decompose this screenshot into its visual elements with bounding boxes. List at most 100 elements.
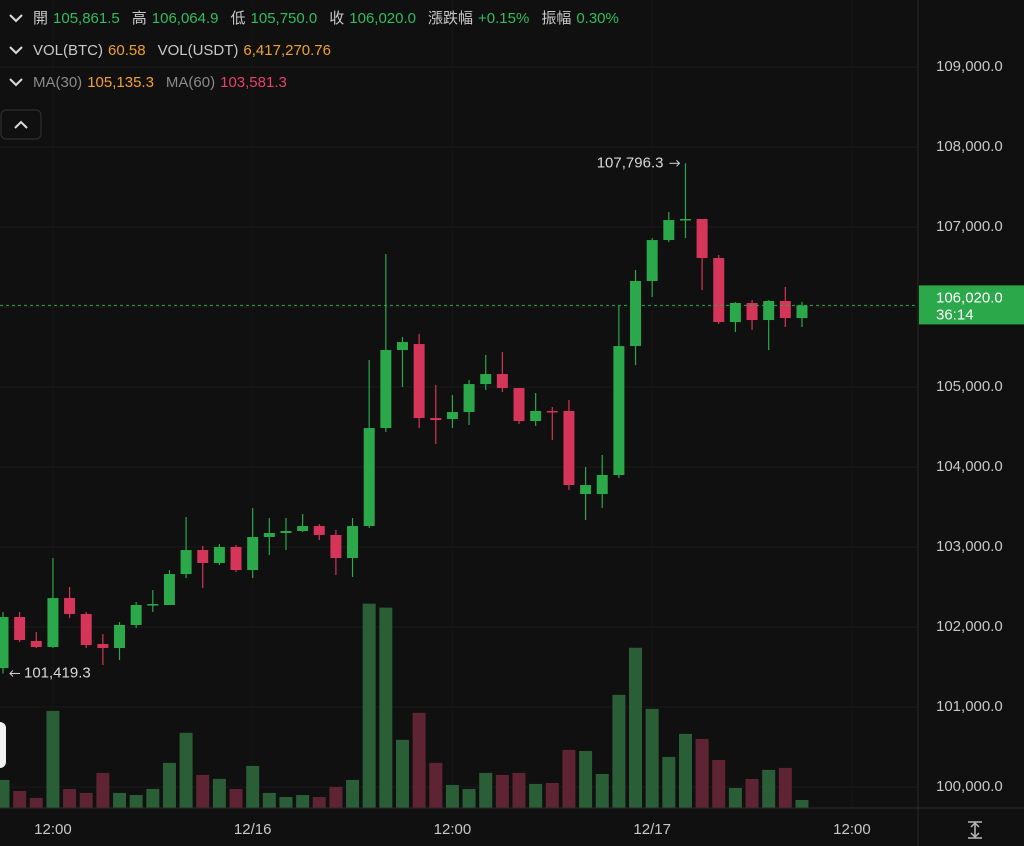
candle-body xyxy=(513,388,525,421)
candle-body xyxy=(746,303,758,321)
legend-value: 106,020.0 xyxy=(349,10,416,27)
volume-bar xyxy=(645,708,659,808)
volume-bar xyxy=(762,769,776,808)
y-tick-label: 104,000.0 xyxy=(936,458,1003,475)
candle-body xyxy=(313,526,325,535)
legend-label: 振幅 xyxy=(541,10,572,27)
legend-item: VOL(USDT) 6,417,270.76 xyxy=(158,41,331,61)
legend-value: 0.30% xyxy=(576,10,619,27)
legend-item: 高 106,064.9 xyxy=(132,9,219,29)
candle-body xyxy=(280,531,292,533)
volume-bar xyxy=(612,694,626,808)
chevron[interactable] xyxy=(9,78,23,87)
legend-row: 開 105,861.5 高 106,064.9 低 105,750.0 收 106,020.0… xyxy=(33,9,631,29)
volume-bar xyxy=(129,795,143,808)
candle-body xyxy=(430,418,442,421)
candle-body xyxy=(413,344,425,419)
candle-body xyxy=(796,305,808,319)
x-tick-label: 12/17 xyxy=(633,821,671,838)
side-handle[interactable] xyxy=(0,722,6,768)
candle-body xyxy=(330,535,342,559)
candle-body xyxy=(663,220,675,241)
y-tick-label: 100,000.0 xyxy=(936,778,1003,795)
candle-body xyxy=(80,614,92,645)
candle-body xyxy=(630,281,642,347)
x-tick-label: 12/16 xyxy=(234,821,272,838)
candle-body xyxy=(163,574,175,605)
volume-bar xyxy=(629,647,643,808)
volume-bar xyxy=(495,774,509,808)
x-tick-label: 12:00 xyxy=(833,821,871,838)
volume-bar xyxy=(579,750,593,808)
candle-body xyxy=(596,475,608,495)
candle-body xyxy=(180,550,192,575)
candle-body xyxy=(147,604,159,606)
volume-bar xyxy=(695,738,709,808)
volume-bar xyxy=(429,762,443,808)
volume-bar xyxy=(246,765,260,808)
legend-value: +0.15% xyxy=(478,10,530,27)
high-label: 107,796.3 xyxy=(597,154,664,171)
scale-toggle[interactable] xyxy=(968,821,982,839)
candle-body xyxy=(546,411,558,413)
candle-body xyxy=(230,547,242,571)
legend-item: 收 106,020.0 xyxy=(329,9,416,29)
volume-bar xyxy=(146,788,160,808)
candle-body xyxy=(446,412,458,419)
legend-value: 106,064.9 xyxy=(151,10,219,27)
legend-label: 開 xyxy=(33,10,49,27)
legend-item: 振幅 0.30% xyxy=(541,9,619,29)
candle-body xyxy=(347,526,359,559)
candle-body xyxy=(763,301,775,321)
volume-bar xyxy=(412,712,426,808)
candle-body xyxy=(0,617,9,669)
volume-bar xyxy=(13,790,27,808)
volume-bar xyxy=(179,732,193,808)
candle-body xyxy=(114,625,126,649)
x-tick-label: 12:00 xyxy=(434,821,472,838)
volume-bar xyxy=(595,773,609,808)
candle-body xyxy=(646,240,658,281)
candle-body xyxy=(613,346,625,475)
candle-body xyxy=(213,547,225,563)
volume-bar xyxy=(346,779,360,808)
legend-label: MA(30) xyxy=(33,74,83,91)
volume-bar xyxy=(728,788,742,808)
volume-bar xyxy=(562,749,576,808)
legend-item: MA(60) 103,581.3 xyxy=(166,73,287,93)
legend-value: 103,581.3 xyxy=(220,74,287,91)
candle-body xyxy=(30,641,42,647)
volume-bar xyxy=(479,772,493,808)
candle-body xyxy=(14,617,26,641)
volume-bar xyxy=(745,778,759,808)
collapse-button[interactable] xyxy=(0,109,42,140)
volume-bar xyxy=(79,792,93,808)
chevron[interactable] xyxy=(9,14,23,23)
volume-bar xyxy=(662,756,676,808)
legend-item: 開 105,861.5 xyxy=(33,9,120,29)
volume-bar xyxy=(329,786,343,808)
volume-bar xyxy=(229,788,243,808)
volume-bar xyxy=(212,778,226,808)
candle-body xyxy=(580,485,592,495)
volume-bar xyxy=(312,797,326,808)
legend-row: VOL(BTC) 60.58 VOL(USDT) 6,417,270.76 xyxy=(33,41,343,61)
y-tick-label: 107,000.0 xyxy=(936,218,1003,235)
volume-bar xyxy=(462,788,476,808)
candle-body xyxy=(130,605,142,625)
legend-label: 低 xyxy=(230,10,246,27)
chevron[interactable] xyxy=(9,46,23,55)
legend-value: 60.58 xyxy=(108,42,146,59)
candle-body xyxy=(197,550,209,563)
candle-body xyxy=(563,411,575,485)
volume-bar xyxy=(296,795,310,808)
legend-item: MA(30) 105,135.3 xyxy=(33,73,154,93)
volume-bar xyxy=(279,797,293,808)
volume-bar xyxy=(63,788,77,808)
legend-item: 低 105,750.0 xyxy=(231,9,318,29)
volume-bar xyxy=(96,772,110,808)
countdown: 36:14 xyxy=(936,306,974,323)
volume-bar xyxy=(362,603,376,808)
y-tick-label: 102,000.0 xyxy=(936,618,1003,635)
